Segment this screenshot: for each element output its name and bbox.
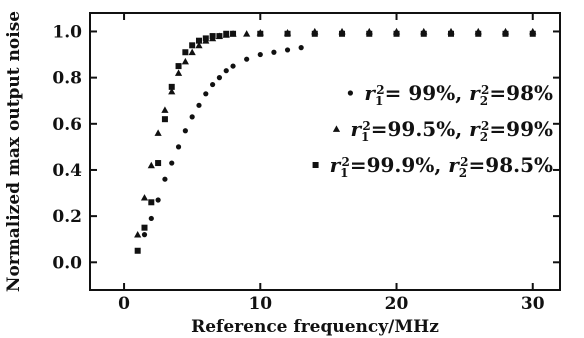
legend-entry-3: r12=99.9%, r22=98.5% [330, 153, 553, 180]
data-point-square [195, 37, 202, 44]
data-point-square [148, 199, 155, 206]
data-point-square [168, 83, 175, 90]
data-point-triangle [174, 69, 183, 76]
y-tick-label: 1.0 [52, 22, 82, 42]
data-point-triangle [154, 129, 162, 136]
legend-layer: r12= 99%, r22=98% r12=99.5%, r22=99% r12=9… [312, 81, 553, 180]
data-point-dot [244, 56, 250, 62]
data-point-square [141, 224, 148, 231]
series-1 [135, 45, 304, 254]
data-point-square [189, 42, 196, 49]
data-point-dot [162, 176, 168, 182]
data-point-dot [155, 197, 161, 203]
x-tick-label: 0 [118, 294, 130, 314]
legend-marker-1 [347, 90, 353, 96]
y-tick-label: 0.6 [52, 115, 82, 135]
legend-entry-1: r12= 99%, r22=98% [364, 81, 553, 108]
data-point-square [134, 247, 141, 254]
data-point-triangle [134, 231, 142, 238]
data-point-square [448, 30, 455, 37]
data-point-dot [196, 102, 202, 108]
x-axis-title: Reference frequency/MHz [191, 317, 439, 337]
data-point-dot [210, 81, 216, 88]
series-3 [134, 30, 536, 254]
data-point-dot [189, 114, 195, 120]
data-point-triangle [188, 48, 196, 56]
data-point-dot [203, 91, 209, 97]
data-point-square [284, 30, 291, 37]
x-tick-label: 10 [248, 294, 272, 314]
x-tick-label: 30 [521, 294, 545, 314]
data-point-square [175, 63, 182, 70]
data-point-dot [271, 49, 277, 55]
data-point-dot [216, 75, 223, 81]
data-point-triangle [181, 57, 189, 65]
data-point-square [202, 35, 209, 42]
data-point-square [420, 30, 427, 37]
data-point-dot [257, 51, 263, 58]
data-point-square [257, 30, 264, 37]
y-tick-label: 0.2 [52, 207, 82, 227]
legend-marker-2 [332, 125, 341, 132]
data-point-triangle [161, 106, 169, 113]
data-point-square [209, 33, 216, 40]
data-point-triangle [243, 30, 251, 37]
legend-marker-3 [312, 162, 319, 168]
data-point-dot [175, 144, 182, 150]
data-point-square [366, 30, 373, 37]
y-tick-label: 0.4 [52, 161, 82, 181]
y-axis-title: Normalized max output noise [4, 11, 24, 292]
y-tick-label: 0.8 [52, 69, 82, 89]
data-point-square [311, 30, 318, 37]
x-tick-label: 20 [385, 294, 409, 314]
data-point-square [182, 49, 189, 56]
data-point-dot [148, 215, 154, 222]
data-point-square [529, 30, 536, 37]
data-point-triangle [140, 194, 149, 201]
data-point-triangle [147, 161, 155, 169]
legend-entry-2: r12=99.5%, r22=99% [350, 117, 553, 144]
data-point-square [216, 33, 223, 40]
data-point-square [223, 30, 230, 37]
data-point-square [161, 116, 168, 123]
data-point-dot [230, 63, 236, 69]
data-point-square [475, 30, 482, 37]
data-point-triangle [195, 41, 203, 49]
data-point-square [230, 30, 237, 37]
data-point-square [393, 30, 400, 37]
y-tick-label: 0.0 [52, 253, 82, 273]
data-point-dot [182, 128, 188, 134]
data-point-square [502, 30, 509, 37]
data-point-dot [141, 232, 148, 238]
plot-frame [89, 12, 561, 291]
axes-layer: 0 10 20 30 0.0 0.2 0.4 0.6 0.8 1.0 [52, 12, 561, 314]
data-point-dot [223, 68, 229, 74]
data-point-dot [169, 160, 175, 166]
data-point-triangle [168, 87, 176, 95]
marks-layer [134, 27, 537, 254]
data-point-square [339, 30, 346, 37]
data-point-square [155, 160, 162, 167]
data-point-dot [298, 45, 304, 51]
data-point-dot [284, 47, 291, 53]
